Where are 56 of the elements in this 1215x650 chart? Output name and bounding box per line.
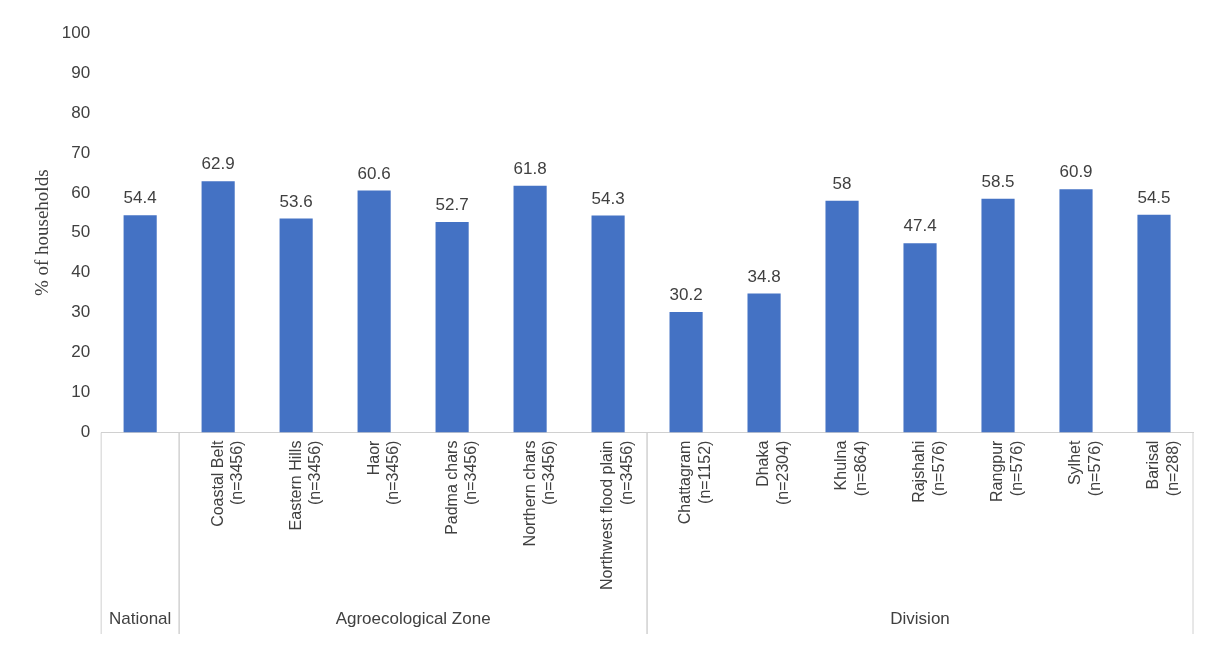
x-tick-label: Rangpur (n=576) bbox=[988, 439, 1025, 502]
bar bbox=[747, 293, 781, 433]
data-label: 58.5 bbox=[981, 172, 1015, 192]
data-label: 61.8 bbox=[513, 158, 547, 178]
text: National bbox=[108, 609, 172, 628]
bar bbox=[357, 190, 391, 433]
data-label: 54.4 bbox=[123, 188, 157, 208]
bar bbox=[123, 215, 157, 433]
bar bbox=[435, 222, 469, 433]
data-label: 52.7 bbox=[435, 195, 469, 215]
y-axis-title: % of households bbox=[31, 169, 53, 297]
x-tick-label: Padma chars (n=3456) bbox=[442, 440, 479, 535]
x-tick-label: Chattagram (n=1152) bbox=[676, 440, 713, 525]
text: Division bbox=[890, 609, 950, 628]
bar bbox=[1137, 214, 1171, 433]
text: Agroecological Zone bbox=[335, 609, 491, 628]
y-tick-label: 100 bbox=[61, 22, 91, 42]
x-tick-label: Haor (n=3456) bbox=[364, 439, 401, 506]
data-label: 54.3 bbox=[591, 188, 625, 208]
bar bbox=[903, 243, 937, 433]
x-tick-label: Eastern Hills (n=3456) bbox=[286, 440, 323, 531]
y-tick-label: 90 bbox=[71, 62, 91, 82]
x-tick-label: Khulna (n=864) bbox=[832, 440, 869, 497]
bar bbox=[591, 215, 625, 433]
y-tick-label: 20 bbox=[71, 342, 91, 362]
x-tick-label: Barisal (n=288) bbox=[1144, 440, 1181, 497]
y-tick-label: 40 bbox=[71, 262, 91, 282]
data-label: 58 bbox=[832, 174, 852, 194]
y-tick-label: 50 bbox=[71, 222, 91, 242]
data-label: 53.6 bbox=[279, 191, 313, 211]
y-tick-label: 10 bbox=[71, 382, 91, 402]
bar bbox=[825, 200, 859, 433]
y-tick-label: 0 bbox=[80, 422, 91, 442]
data-label: 30.2 bbox=[669, 285, 703, 305]
x-tick-label: Rajshahi (n=576) bbox=[910, 440, 947, 503]
bar bbox=[201, 181, 235, 433]
data-label: 60.9 bbox=[1059, 162, 1093, 182]
x-tick-label: Sylhet (n=576) bbox=[1066, 440, 1103, 497]
bar bbox=[279, 218, 313, 433]
x-tick-label: Dhaka (n=2304) bbox=[754, 440, 791, 506]
x-tick-label: Northwest flood plain (n=3456) bbox=[598, 440, 635, 591]
data-label: 34.8 bbox=[747, 266, 781, 286]
y-tick-label: 30 bbox=[71, 302, 91, 322]
data-label: 60.6 bbox=[357, 163, 391, 183]
data-label: 54.5 bbox=[1137, 188, 1171, 207]
bar bbox=[1059, 189, 1093, 433]
data-label: 47.4 bbox=[903, 216, 937, 236]
y-tick-label: 60 bbox=[71, 182, 91, 202]
x-tick-label: Coastal Belt (n=3456) bbox=[208, 440, 245, 527]
x-tick-label: Northern chars (n=3456) bbox=[520, 440, 557, 547]
bar bbox=[981, 198, 1015, 433]
y-tick-label: 70 bbox=[71, 142, 91, 162]
y-tick-label: 80 bbox=[71, 102, 91, 122]
bar bbox=[669, 311, 703, 433]
bar bbox=[513, 185, 547, 433]
data-label: 62.9 bbox=[201, 154, 235, 174]
